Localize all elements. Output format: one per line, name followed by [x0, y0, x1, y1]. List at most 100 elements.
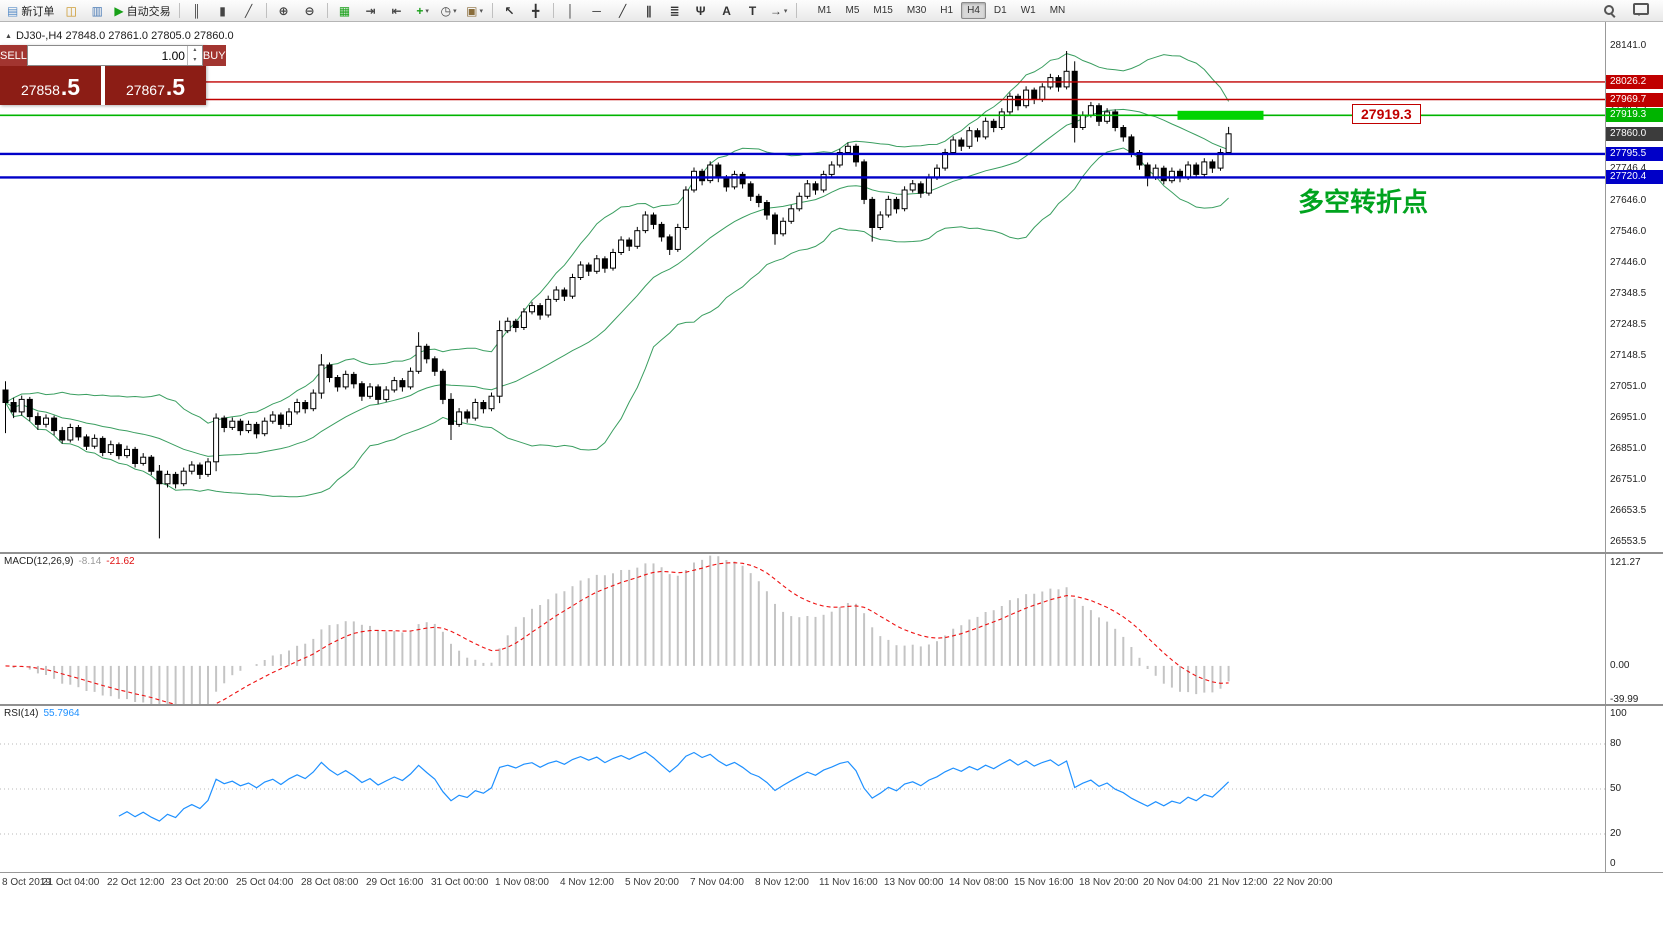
zoom-in-button[interactable]: ⊕	[271, 1, 297, 21]
time-axis[interactable]: 8 Oct 2019 21 Oct 04:00 22 Oct 12:00 23 Oct…	[0, 872, 1663, 892]
timeframe-m1-button[interactable]: M1	[817, 5, 832, 16]
timeframe-toolbar: M1 M5 M15 M30 H1 H4 D1 W1 MN	[811, 0, 1073, 21]
price-tick: 27148.5	[1610, 350, 1647, 362]
timeframe-w1-button[interactable]: W1	[1020, 5, 1036, 16]
lot-increase-button[interactable]: ▴	[193, 47, 197, 53]
time-label: 31 Oct 00:00	[431, 877, 489, 888]
andrews-pitchfork-button[interactable]: Ψ	[688, 1, 714, 21]
new-order-button[interactable]: ▤ 新订单	[3, 1, 58, 21]
macd-tick: 121.27	[1610, 557, 1641, 569]
tile-windows-button[interactable]: ▦	[332, 1, 358, 21]
sell-button[interactable]: 27858 .5	[0, 66, 101, 105]
price-tick: 26751.0	[1610, 474, 1647, 486]
price-tick: 28141.0	[1610, 40, 1647, 51]
one-click-collapse-icon[interactable]: ▲	[5, 32, 12, 40]
timeframe-mn-button[interactable]: MN	[1049, 5, 1066, 16]
time-label: 29 Oct 16:00	[366, 877, 424, 888]
candlestick-chart-button[interactable]: ▮	[210, 1, 236, 21]
periods-icon: ◷	[440, 3, 452, 18]
cursor-button[interactable]: ↖	[497, 1, 523, 21]
andrews-pitchfork-icon: Ψ	[695, 3, 706, 18]
timeframe-h1-button[interactable]: H1	[940, 5, 954, 16]
auto-scroll-button[interactable]: ⇥	[358, 1, 384, 21]
vertical-line-button[interactable]: │	[558, 1, 584, 21]
pane-divider[interactable]	[0, 704, 1663, 706]
templates-button[interactable]: ▣ ▾	[462, 1, 488, 21]
price-chart-canvas[interactable]	[0, 22, 1605, 552]
time-label: 25 Oct 04:00	[236, 877, 294, 888]
text-label-button[interactable]: T	[740, 1, 766, 21]
timeframe-h4-button[interactable]: H4	[961, 2, 986, 19]
channel-button[interactable]: ∥	[636, 1, 662, 21]
time-label: 21 Oct 04:00	[42, 877, 100, 888]
bollinger-upper-band	[5, 53, 1230, 424]
search-icon	[1603, 5, 1615, 16]
chevron-down-icon: ▾	[425, 7, 429, 15]
autotrading-icon: ▶	[114, 3, 124, 18]
price-level-label[interactable]: 27919.3	[1352, 104, 1421, 124]
trendline-button[interactable]: ╱	[610, 1, 636, 21]
crosshair-button[interactable]: ╋	[523, 1, 549, 21]
time-label: 28 Oct 08:00	[301, 877, 359, 888]
autotrading-button-label: 自动交易	[126, 5, 171, 18]
rsi-name: RSI(14)	[4, 708, 39, 719]
sell-price-fraction: .5	[60, 74, 81, 100]
periods-button[interactable]: ◷ ▾	[436, 1, 462, 21]
text-label-icon: T	[748, 3, 757, 18]
cursor-icon: ↖	[504, 3, 515, 18]
rsi-canvas[interactable]	[0, 706, 1605, 872]
bottom-spacer	[0, 892, 1663, 949]
time-label: 20 Nov 04:00	[1143, 877, 1203, 888]
price-axis[interactable]: 28141.0 27943.5 27746.4 27646.0 27546.0 27446…	[1605, 22, 1663, 552]
chart-shift-icon: ⇤	[391, 3, 402, 18]
zoom-in-icon: ⊕	[278, 3, 289, 18]
arrows-button[interactable]: → ▾	[766, 1, 792, 21]
line-chart-button[interactable]: ╱	[236, 1, 262, 21]
bollinger-middle-band	[5, 108, 1229, 457]
buy-button[interactable]: 27867 .5	[105, 66, 206, 105]
macd-signal-value: -21.62	[106, 556, 135, 567]
macd-axis[interactable]: 121.27 0.00 -39.99	[1605, 554, 1663, 705]
macd-canvas[interactable]	[0, 554, 1605, 704]
buy-button-header[interactable]: BUY	[202, 45, 226, 66]
horizontal-line-button[interactable]: ─	[584, 1, 610, 21]
timeframe-m30-button[interactable]: M30	[906, 5, 927, 16]
lot-spinner: ▴ ▾	[186, 46, 202, 65]
price-tick: 27746.4	[1610, 163, 1647, 175]
sell-button-header[interactable]: SELL	[0, 45, 27, 66]
indicators-button[interactable]: + ▾	[410, 1, 436, 21]
chat-button[interactable]	[1628, 1, 1654, 21]
chart-shift-button[interactable]: ⇤	[384, 1, 410, 21]
chart-annotation-text: 多空转折点	[1298, 187, 1429, 217]
timeframe-m15-button[interactable]: M15	[873, 5, 893, 16]
highlight-segment[interactable]	[1177, 110, 1264, 120]
lot-size-input[interactable]	[27, 46, 187, 65]
bar-chart-button[interactable]: ║	[184, 1, 210, 21]
rsi-axis[interactable]: 100 80 50 20 0	[1605, 706, 1663, 872]
profiles-icon: ▥	[91, 3, 104, 18]
toolbar-separator	[265, 3, 267, 18]
timeframe-m5-button[interactable]: M5	[845, 5, 860, 16]
zoom-out-button[interactable]: ⊖	[297, 1, 323, 21]
chevron-down-icon: ▾	[479, 7, 483, 15]
text-button[interactable]: A	[714, 1, 740, 21]
rsi-line	[118, 751, 1230, 822]
toolbar-right-icons	[1596, 0, 1660, 21]
chat-icon	[1633, 3, 1649, 16]
autotrading-button[interactable]: ▶ 自动交易	[110, 1, 174, 21]
profiles-button[interactable]: ▥	[84, 1, 110, 21]
ohlc-readout: DJ30-,H4 27848.0 27861.0 27805.0 27860.0	[15, 30, 234, 42]
time-label: 5 Nov 20:00	[625, 877, 679, 888]
search-button[interactable]	[1596, 1, 1622, 21]
lot-decrease-button[interactable]: ▾	[193, 56, 197, 63]
toolbar-separator	[795, 3, 797, 18]
timeframe-d1-button[interactable]: D1	[993, 5, 1007, 16]
fibonacci-button[interactable]: ≣	[662, 1, 688, 21]
time-label: 1 Nov 08:00	[495, 877, 549, 888]
pane-divider[interactable]	[0, 552, 1663, 554]
crosshair-icon: ╋	[531, 3, 540, 18]
new-chart-button[interactable]: ◫	[58, 1, 84, 21]
price-badge: 27919.3	[1606, 108, 1663, 123]
rsi-tick: 0	[1610, 858, 1616, 869]
macd-name: MACD(12,26,9)	[4, 556, 74, 567]
